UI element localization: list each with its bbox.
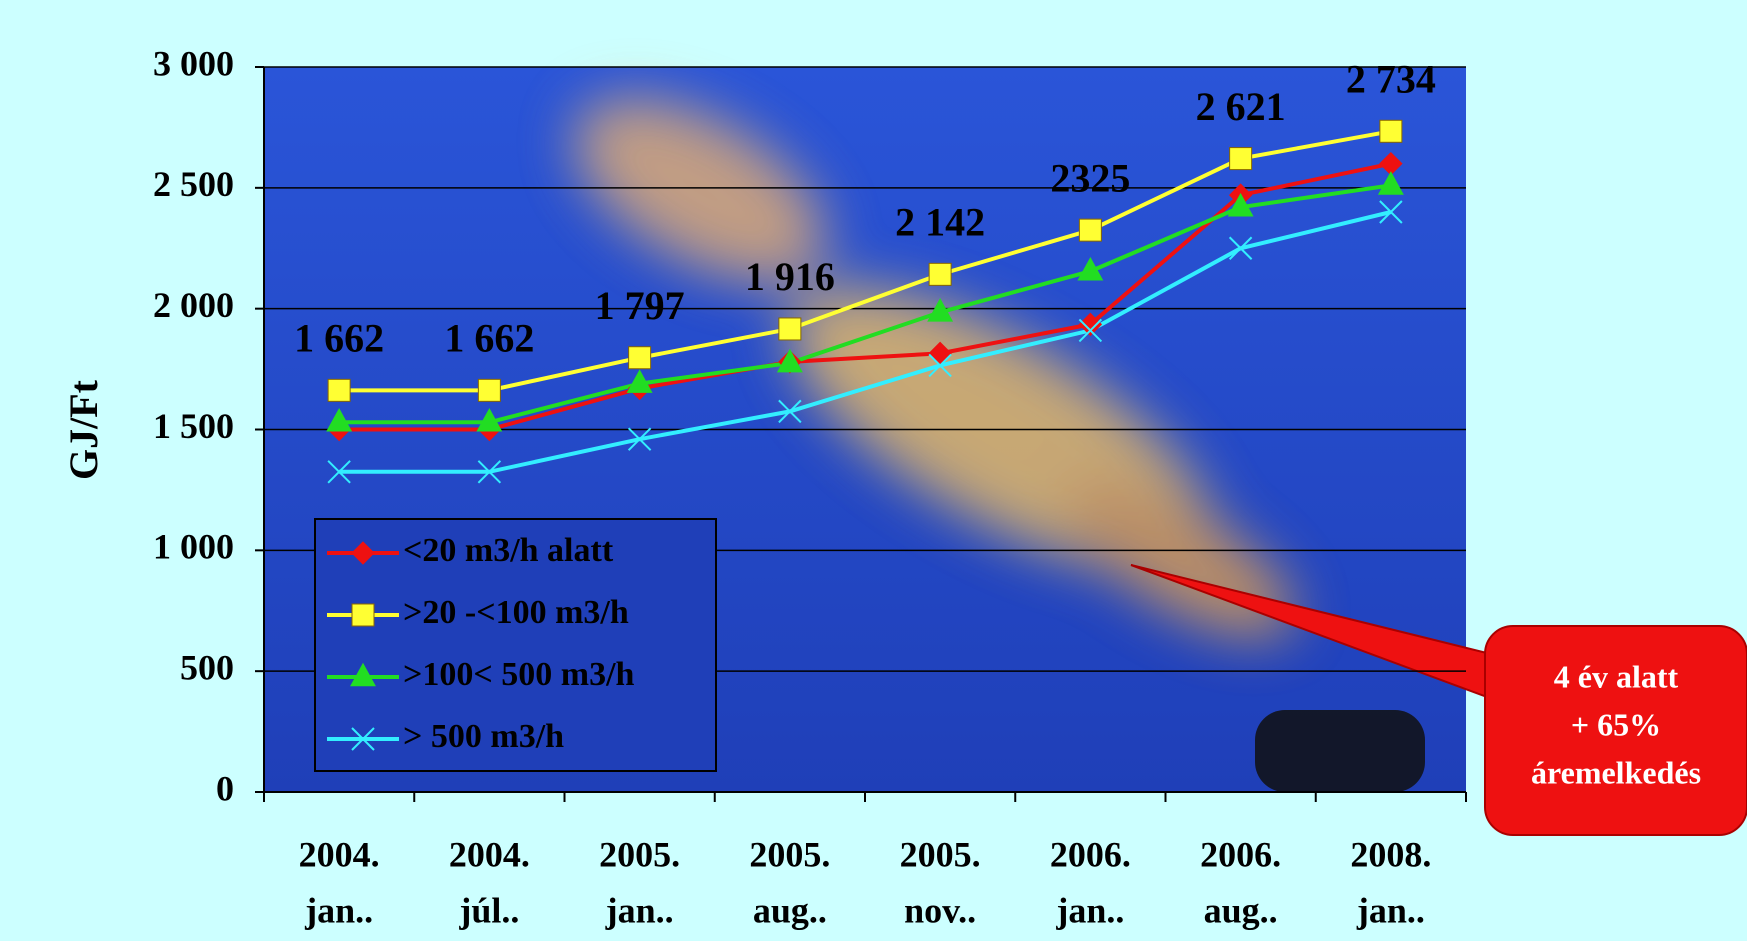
data-label: 1 916 xyxy=(745,254,835,299)
y-tick-label: 500 xyxy=(180,647,234,687)
marker xyxy=(928,353,952,378)
x-tick-label: 2004. xyxy=(299,834,380,874)
legend-label: >100< 500 m3/h xyxy=(403,656,635,693)
x-tick-label: júl.. xyxy=(458,890,519,930)
marker xyxy=(327,378,351,402)
marker xyxy=(477,378,501,402)
marker xyxy=(350,662,376,687)
marker xyxy=(626,369,653,393)
marker xyxy=(928,262,952,286)
marker xyxy=(628,346,652,370)
data-label: 2 621 xyxy=(1196,84,1286,129)
x-tick-label: aug.. xyxy=(753,890,827,930)
marker xyxy=(1078,312,1103,337)
y-tick-label: 2 500 xyxy=(153,164,234,204)
x-tick-label: jan.. xyxy=(304,890,373,930)
marker xyxy=(1228,236,1253,260)
x-tick-label: nov.. xyxy=(904,890,976,930)
marker xyxy=(627,427,652,451)
marker xyxy=(1078,218,1102,242)
marker xyxy=(1377,171,1404,195)
data-label: 2 734 xyxy=(1346,56,1436,101)
x-tick-label: 2004. xyxy=(449,834,530,874)
marker xyxy=(326,408,353,432)
data-label: 1 797 xyxy=(595,283,685,328)
x-tick-label: jan.. xyxy=(1055,890,1124,930)
x-tick-label: 2005. xyxy=(599,834,680,874)
x-tick-label: 2005. xyxy=(900,834,981,874)
flare-stack xyxy=(1255,710,1425,792)
y-tick-label: 1 500 xyxy=(153,406,234,446)
legend-label: >20 -<100 m3/h xyxy=(403,594,629,631)
marker xyxy=(327,460,351,484)
y-axis-title: GJ/Ft xyxy=(61,379,106,480)
data-label: 2325 xyxy=(1050,155,1130,200)
marker xyxy=(1379,200,1403,224)
series-line xyxy=(339,210,1392,474)
marker xyxy=(477,460,502,484)
series-line xyxy=(339,129,1392,393)
y-tick-label: 0 xyxy=(216,768,234,808)
x-tick-label: 2006. xyxy=(1050,834,1131,874)
marker xyxy=(351,603,375,627)
callout-box xyxy=(1484,625,1747,836)
series-line xyxy=(339,183,1392,425)
marker xyxy=(778,399,802,424)
x-tick-label: 2006. xyxy=(1200,834,1281,874)
marker xyxy=(1229,147,1253,171)
callout-text: + 65% xyxy=(1571,706,1661,742)
legend-box xyxy=(314,518,717,772)
marker xyxy=(476,408,503,432)
y-tick-label: 3 000 xyxy=(153,43,234,83)
legend-label: > 500 m3/h xyxy=(403,718,564,755)
x-tick-label: aug.. xyxy=(1204,890,1278,930)
x-tick-label: jan.. xyxy=(1356,890,1425,930)
data-label: 1 662 xyxy=(444,316,534,361)
x-tick-label: 2008. xyxy=(1350,834,1431,874)
legend-label: <20 m3/h alatt xyxy=(403,532,614,569)
marker xyxy=(778,317,802,341)
x-tick-label: 2005. xyxy=(749,834,830,874)
y-tick-label: 2 000 xyxy=(153,285,234,325)
marker xyxy=(927,298,954,322)
callout-text: 4 év alatt xyxy=(1554,658,1679,694)
x-tick-label: jan.. xyxy=(605,890,674,930)
marker xyxy=(351,541,375,565)
marker xyxy=(1077,256,1104,281)
marker xyxy=(1379,119,1403,143)
marker xyxy=(776,348,803,373)
callout-text: áremelkedés xyxy=(1531,754,1701,790)
y-tick-label: 1 000 xyxy=(153,527,234,567)
legend: <20 m3/h alatt >20 -<100 m3/h >100< 500 m3… xyxy=(314,518,717,772)
marker xyxy=(1227,192,1254,217)
marker xyxy=(1078,318,1103,343)
marker xyxy=(351,727,375,751)
callout: 4 év alatt + 65% áremelkedés xyxy=(1130,564,1747,836)
data-label: 2 142 xyxy=(895,200,985,245)
data-label: 1 662 xyxy=(294,316,384,361)
